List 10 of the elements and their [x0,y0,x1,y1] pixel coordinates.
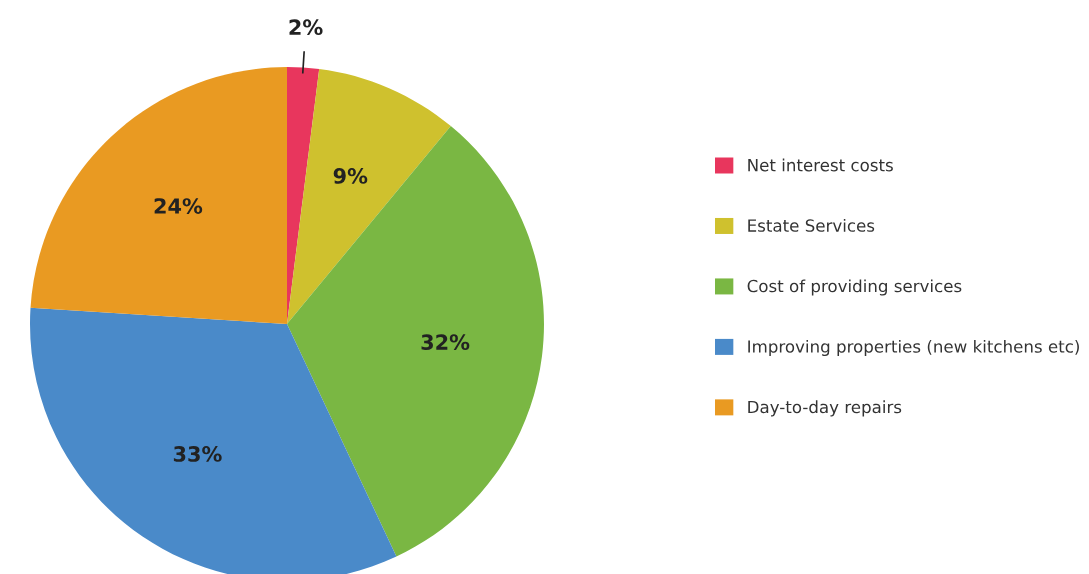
legend-label: Day-to-day repairs [748,400,902,417]
data-label: 9% [333,168,368,184]
data-label: 24% [154,198,203,214]
legend-label: Improving properties (new kitchens etc) [748,339,1079,357]
legend-label: Net interest costs [748,158,893,172]
legend-label: Estate Services [748,218,875,232]
data-label: 33% [173,446,222,462]
data-label: 32% [421,334,470,351]
legend-label: Cost of providing services [747,279,962,296]
data-label: 2% [289,19,323,36]
